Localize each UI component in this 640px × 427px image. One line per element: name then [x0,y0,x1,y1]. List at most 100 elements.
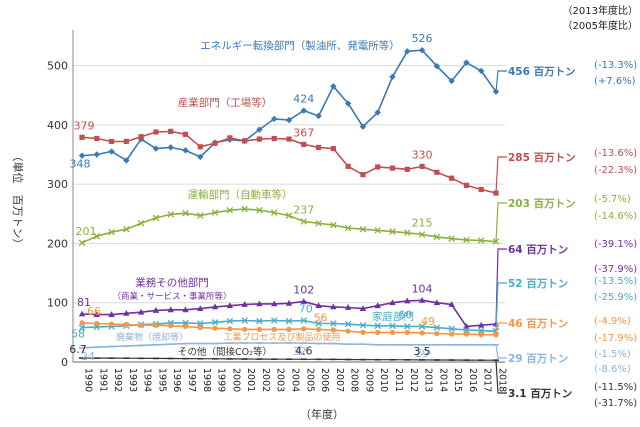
data-point [211,303,219,310]
data-point [359,305,367,312]
data-point [301,326,307,332]
data-point [182,306,189,313]
x-tick-label: 2011 [393,368,404,392]
data-point [330,83,337,90]
data-point [463,182,470,188]
data-point [389,165,396,171]
data-point [197,212,204,219]
data-point [374,322,381,330]
x-tick-label: 2008 [349,368,360,392]
data-point [418,296,426,303]
series-sublabel: （商業・サービス・事業所等） [112,291,231,302]
x-tick-label: 2017 [482,368,493,392]
data-point [286,136,292,142]
point-label: 237 [293,203,314,216]
data-point [271,326,277,332]
data-point [152,214,160,222]
data-point [271,115,278,123]
data-point [419,330,425,336]
data-point [108,148,115,155]
series-5 [79,320,499,338]
data-point [271,135,277,142]
series-name-label: エネルギー転換部門（製油所、発電所等） [200,39,400,52]
x-tick-label: 1995 [156,368,167,392]
data-point [315,144,322,150]
series-0 [78,46,500,164]
data-point [418,323,426,330]
data-point [270,209,278,216]
data-point [300,218,308,225]
data-point [197,320,204,327]
data-point [79,320,85,326]
data-point [375,164,381,170]
data-point [212,325,218,331]
data-point [212,140,218,146]
point-label: 104 [412,282,433,295]
end-value-label: 29 百万トン [508,353,568,365]
data-point [330,221,337,229]
series-name-label: 産業部門（工場等） [178,96,273,109]
data-point [315,302,322,309]
point-label: 70 [299,303,313,316]
data-point [375,329,381,335]
data-point [93,311,100,317]
data-point [167,211,174,218]
y-tick-label: 500 [47,60,68,73]
x-tick-label: 2000 [230,368,241,392]
data-point [374,302,381,309]
labels: 348 424 526 379 367 330 201 237 215 81 102 104 58 70 6… [69,32,637,409]
end-value-label: 46 百万トン [508,318,568,330]
data-point [123,157,130,164]
data-point [285,317,293,325]
data-point [433,324,441,331]
end-value-label: 64 百万トン [508,244,568,256]
change-2013-label: (-13.3%) [594,60,637,71]
data-point [300,107,307,114]
data-point [315,112,322,120]
y-tick-label: 100 [47,297,68,310]
point-label: 66 [87,305,101,318]
data-point [138,322,144,328]
end-connector [495,360,507,394]
x-tick-label: 2007 [334,368,345,392]
x-tick-label: 2004 [290,368,301,392]
series-name-label: 家庭部門 [372,310,414,323]
change-2005-label: (-25.9%) [594,292,637,303]
data-point [344,100,352,107]
data-point [241,205,248,213]
series-6 [79,342,499,349]
end-connector [495,202,507,242]
end-connector [495,248,507,325]
point-label: 6.7 [69,343,87,356]
data-point [389,329,396,335]
data-point [315,220,322,227]
x-tick-label: 1994 [142,368,153,392]
data-point [360,172,366,178]
data-point [389,322,396,330]
data-point [374,227,381,234]
data-point [418,231,426,238]
change-2005-label: (-22.3%) [594,165,637,176]
data-point [182,147,189,154]
end-connector [495,322,507,335]
data-point [167,144,174,151]
change-2013-label: (-5.7%) [594,194,631,205]
data-point [419,163,425,169]
data-point [137,308,145,315]
data-point [197,153,204,161]
header-change-2005: （2005年度比） [563,19,638,32]
x-tick-label: 2002 [260,368,271,392]
end-value-label: 3.1 百万トン [508,388,572,400]
point-label: 29 [415,347,429,360]
change-2013-label: (-11.5%) [594,382,637,393]
data-point [226,302,234,309]
point-label: 424 [293,93,314,106]
data-point [285,116,293,124]
data-point [389,299,396,306]
end-value-label: 285 百万トン [508,152,576,164]
data-point [478,321,485,328]
change-2005-label: (-14.6%) [594,211,637,222]
data-point [123,322,129,328]
data-point [300,298,307,304]
